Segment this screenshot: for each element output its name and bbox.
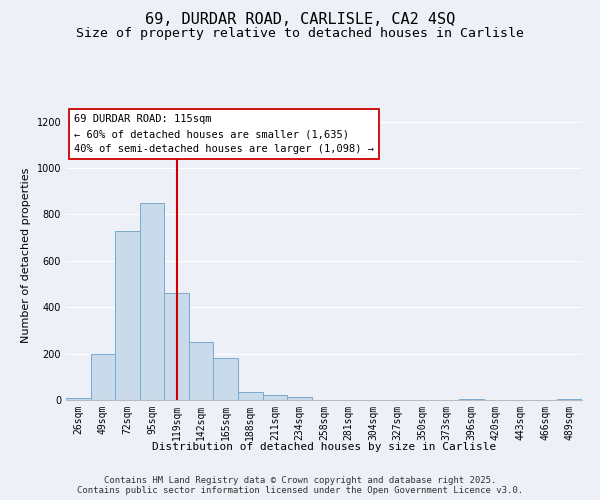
Bar [459,398,484,400]
Bar [214,358,238,400]
Text: Size of property relative to detached houses in Carlisle: Size of property relative to detached ho… [76,28,524,40]
Bar [115,230,140,400]
Bar [189,342,214,400]
Text: Contains HM Land Registry data © Crown copyright and database right 2025.
Contai: Contains HM Land Registry data © Crown c… [77,476,523,495]
Bar [263,396,287,400]
Bar [91,354,115,400]
Text: 69, DURDAR ROAD, CARLISLE, CA2 4SQ: 69, DURDAR ROAD, CARLISLE, CA2 4SQ [145,12,455,28]
Bar [164,294,189,400]
Y-axis label: Number of detached properties: Number of detached properties [21,168,31,342]
Text: Distribution of detached houses by size in Carlisle: Distribution of detached houses by size … [152,442,496,452]
Bar [66,398,91,400]
Bar [557,398,582,400]
Bar [238,392,263,400]
Text: 69 DURDAR ROAD: 115sqm
← 60% of detached houses are smaller (1,635)
40% of semi-: 69 DURDAR ROAD: 115sqm ← 60% of detached… [74,114,374,154]
Bar [140,203,164,400]
Bar [287,396,312,400]
